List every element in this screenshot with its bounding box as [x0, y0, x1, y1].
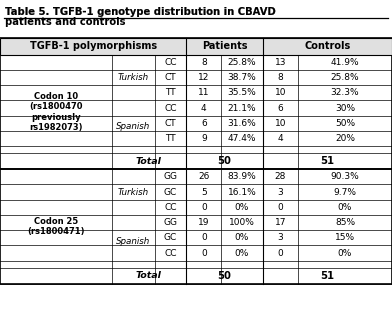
- Text: patients and controls: patients and controls: [5, 17, 125, 26]
- Text: TT: TT: [165, 88, 176, 97]
- Text: 8: 8: [278, 73, 283, 82]
- Text: 0%: 0%: [235, 249, 249, 258]
- Text: 30%: 30%: [335, 104, 355, 113]
- Text: 51: 51: [320, 271, 334, 281]
- Text: 28: 28: [274, 172, 286, 181]
- Text: Codon 25
(rs1800471): Codon 25 (rs1800471): [27, 217, 85, 236]
- Text: 0: 0: [201, 233, 207, 242]
- Text: 0%: 0%: [235, 233, 249, 242]
- Text: 16.1%: 16.1%: [228, 188, 256, 197]
- Text: 32.3%: 32.3%: [330, 88, 359, 97]
- Text: Spanish: Spanish: [116, 122, 151, 131]
- Text: 90.3%: 90.3%: [330, 172, 359, 181]
- Text: TGFB-1 polymorphisms: TGFB-1 polymorphisms: [29, 41, 157, 52]
- Text: 25.8%: 25.8%: [228, 58, 256, 67]
- Text: 5: 5: [201, 188, 207, 197]
- Text: GG: GG: [163, 172, 178, 181]
- Text: 83.9%: 83.9%: [228, 172, 256, 181]
- Text: 8: 8: [201, 58, 207, 67]
- Text: Turkish: Turkish: [118, 73, 149, 82]
- Text: CT: CT: [165, 73, 176, 82]
- Text: 17: 17: [274, 218, 286, 227]
- Text: TT: TT: [165, 134, 176, 143]
- Text: Table 5. TGFB-1 genotype distribution in CBAVD: Table 5. TGFB-1 genotype distribution in…: [5, 7, 276, 17]
- Text: CC: CC: [164, 58, 177, 67]
- Text: 12: 12: [198, 73, 210, 82]
- Text: Table 5. TGFB-1 genotype distribution in CBAVD: Table 5. TGFB-1 genotype distribution in…: [5, 7, 276, 17]
- Text: Patients: Patients: [201, 41, 247, 52]
- Text: 50%: 50%: [335, 119, 355, 128]
- Text: 11: 11: [198, 88, 210, 97]
- Text: 4: 4: [201, 104, 207, 113]
- Text: Spanish: Spanish: [116, 237, 151, 246]
- Text: 50: 50: [218, 271, 231, 281]
- Text: GC: GC: [164, 233, 177, 242]
- Text: 0%: 0%: [235, 203, 249, 212]
- Text: 10: 10: [274, 88, 286, 97]
- Text: 3: 3: [278, 233, 283, 242]
- Text: 0: 0: [201, 249, 207, 258]
- Text: GG: GG: [163, 218, 178, 227]
- Text: 41.9%: 41.9%: [330, 58, 359, 67]
- Text: 4: 4: [278, 134, 283, 143]
- Text: 0: 0: [278, 249, 283, 258]
- Text: 15%: 15%: [335, 233, 355, 242]
- Text: Controls: Controls: [304, 41, 350, 52]
- Text: CC: CC: [164, 249, 177, 258]
- Text: 6: 6: [278, 104, 283, 113]
- Text: Total: Total: [136, 157, 162, 166]
- Text: CC: CC: [164, 203, 177, 212]
- Text: Total: Total: [136, 271, 162, 280]
- Text: 0: 0: [278, 203, 283, 212]
- Text: 3: 3: [278, 188, 283, 197]
- Text: Codon 10
(rs1800470
previously
rs1982073): Codon 10 (rs1800470 previously rs1982073…: [29, 92, 83, 132]
- Text: 9.7%: 9.7%: [334, 188, 356, 197]
- Text: 51: 51: [320, 156, 334, 166]
- Text: 19: 19: [198, 218, 210, 227]
- Text: 47.4%: 47.4%: [228, 134, 256, 143]
- Text: 50: 50: [218, 156, 231, 166]
- Text: Table 5. TGFB-1 genotype distribution in CBAVD: Table 5. TGFB-1 genotype distribution in…: [5, 7, 276, 17]
- Text: 0: 0: [201, 203, 207, 212]
- Text: 26: 26: [198, 172, 210, 181]
- Text: 0%: 0%: [338, 249, 352, 258]
- Text: 31.6%: 31.6%: [228, 119, 256, 128]
- Text: CT: CT: [165, 119, 176, 128]
- Text: 13: 13: [274, 58, 286, 67]
- Text: 9: 9: [201, 134, 207, 143]
- Text: 10: 10: [274, 119, 286, 128]
- Text: Turkish: Turkish: [118, 188, 149, 197]
- Text: 25.8%: 25.8%: [330, 73, 359, 82]
- Text: 85%: 85%: [335, 218, 355, 227]
- Text: 35.5%: 35.5%: [228, 88, 256, 97]
- Text: 0%: 0%: [338, 203, 352, 212]
- Text: CC: CC: [164, 104, 177, 113]
- Text: GC: GC: [164, 188, 177, 197]
- Text: 6: 6: [201, 119, 207, 128]
- Text: 21.1%: 21.1%: [228, 104, 256, 113]
- Text: 100%: 100%: [229, 218, 255, 227]
- Text: 20%: 20%: [335, 134, 355, 143]
- Text: 38.7%: 38.7%: [228, 73, 256, 82]
